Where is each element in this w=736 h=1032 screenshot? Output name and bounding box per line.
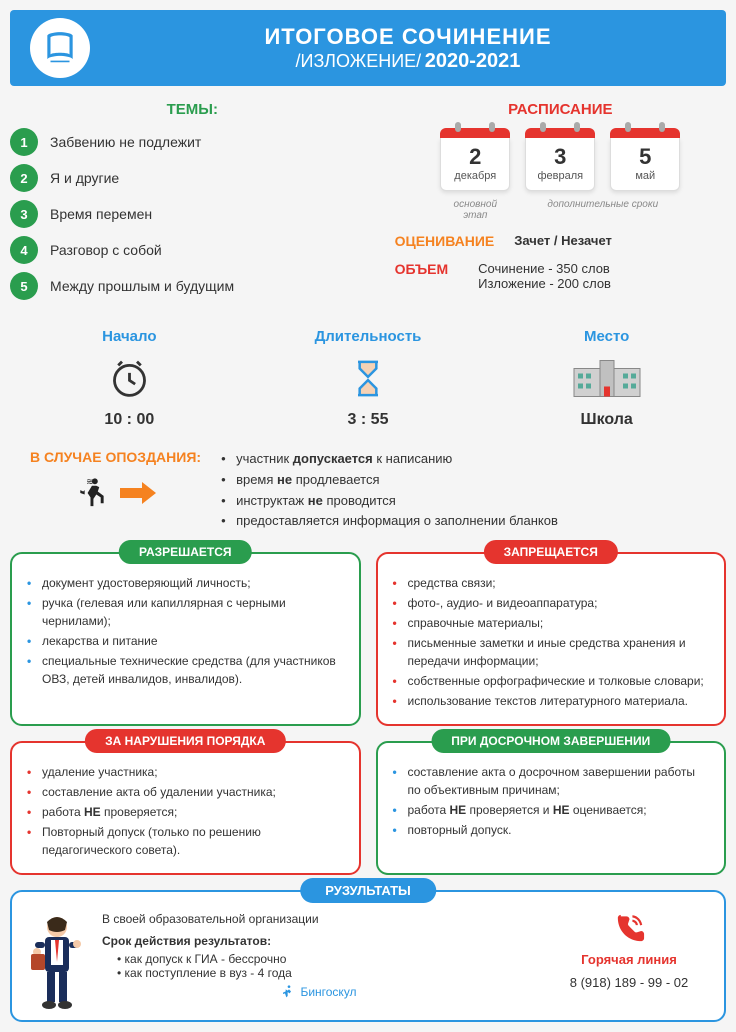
rule-item: ручка (гелевая или капиллярная с черными… (27, 594, 344, 630)
person-icon (27, 912, 87, 1015)
hotline-number: 8 (918) 189 - 99 - 02 (549, 975, 709, 990)
info-start: Начало 10 : 00 (10, 328, 249, 429)
allowed-title: РАЗРЕШАЕТСЯ (119, 540, 252, 564)
validity-item: как поступление в вуз - 4 года (117, 966, 534, 980)
violations-box: ЗА НАРУШЕНИЯ ПОРЯДКА удаление участника;… (10, 741, 361, 875)
late-item: предоставляется информация о заполнении … (221, 511, 706, 532)
volume-value: Сочинение - 350 слов Изложение - 200 сло… (478, 261, 611, 291)
schedule-label: РАСПИСАНИЕ (395, 101, 726, 118)
themes-label: ТЕМЫ: (10, 101, 375, 118)
late-section: В СЛУЧАЕ ОПОЗДАНИЯ: ≋ участник допускает… (10, 449, 726, 532)
theme-item: 5 Между прошлым и будущим (10, 272, 375, 300)
rule-item: составление акта об удалении участника; (27, 783, 344, 801)
schedule-section: РАСПИСАНИЕ 2декабря3февраля5май основной… (395, 101, 726, 308)
allowed-box: РАЗРЕШАЕТСЯ документ удостоверяющий личн… (10, 552, 361, 726)
results-title: РУЗУЛЬТАТЫ (300, 878, 436, 903)
theme-item: 3 Время перемен (10, 200, 375, 228)
theme-text: Разговор с собой (50, 242, 162, 258)
clock-icon (10, 353, 249, 403)
rule-item: письменные заметки и иные средства хране… (393, 634, 710, 670)
theme-text: Время перемен (50, 206, 152, 222)
rule-item: собственные орфографические и толковые с… (393, 672, 710, 690)
header-text: ИТОГОВОЕ СОЧИНЕНИЕ /ИЗЛОЖЕНИЕ/ 2020-2021 (110, 24, 706, 73)
theme-number: 2 (10, 164, 38, 192)
rule-item: документ удостоверяющий личность; (27, 574, 344, 592)
evaluation-value: Зачет / Незачет (514, 233, 612, 248)
forbidden-box: ЗАПРЕЩАЕТСЯ средства связи;фото-, аудио-… (376, 552, 727, 726)
validity-item: как допуск к ГИА - бессрочно (117, 952, 534, 966)
late-item: время не продлевается (221, 470, 706, 491)
rule-item: работа НЕ проверяется и НЕ оценивается; (393, 801, 710, 819)
rule-item: Повторный допуск (только по решению педа… (27, 823, 344, 859)
theme-item: 4 Разговор с собой (10, 236, 375, 264)
theme-number: 4 (10, 236, 38, 264)
theme-text: Я и другие (50, 170, 119, 186)
header-subtitle: /ИЗЛОЖЕНИЕ/ (296, 51, 422, 71)
hourglass-icon (249, 353, 488, 403)
late-item: участник допускается к написанию (221, 449, 706, 470)
info-row: Начало 10 : 00 Длительность 3 : 55 Место… (10, 328, 726, 429)
schedule-note-extra: дополнительные сроки (525, 199, 680, 221)
early-box: ПРИ ДОСРОЧНОМ ЗАВЕРШЕНИИ составление акт… (376, 741, 727, 875)
results-box: РУЗУЛЬТАТЫ В своей образовательной орган… (10, 890, 726, 1022)
running-person-icon: ≋ (73, 473, 108, 516)
schedule-note-main: основной этап (440, 199, 510, 221)
theme-item: 1 Забвению не подлежит (10, 128, 375, 156)
theme-item: 2 Я и другие (10, 164, 375, 192)
results-contact: Горячая линия 8 (918) 189 - 99 - 02 (549, 912, 709, 990)
theme-text: Забвению не подлежит (50, 134, 201, 150)
volume-label: ОБЪЕМ (395, 261, 449, 277)
calendar-card: 2декабря (440, 128, 510, 191)
evaluation-label: ОЦЕНИВАНИЕ (395, 233, 495, 249)
hotline-label: Горячая линия (549, 952, 709, 967)
theme-number: 1 (10, 128, 38, 156)
info-duration: Длительность 3 : 55 (249, 328, 488, 429)
rule-item: справочные материалы; (393, 614, 710, 632)
phone-icon (612, 912, 647, 947)
arrow-right-icon (118, 478, 158, 511)
rule-item: работа НЕ проверяется; (27, 803, 344, 821)
header: ИТОГОВОЕ СОЧИНЕНИЕ /ИЗЛОЖЕНИЕ/ 2020-2021 (10, 10, 726, 86)
rule-item: повторный допуск. (393, 821, 710, 839)
rule-item: использование текстов литературного мате… (393, 692, 710, 710)
rule-item: составление акта о досрочном завершении … (393, 763, 710, 799)
forbidden-title: ЗАПРЕЩАЕТСЯ (484, 540, 618, 564)
rule-item: фото-, аудио- и видеоаппаратура; (393, 594, 710, 612)
rule-item: лекарства и питание (27, 632, 344, 650)
rule-item: специальные технические средства (для уч… (27, 652, 344, 688)
rule-item: средства связи; (393, 574, 710, 592)
footer-brand: Бингоскул (102, 984, 534, 1000)
early-title: ПРИ ДОСРОЧНОМ ЗАВЕРШЕНИИ (431, 729, 670, 753)
late-list: участник допускается к написаниювремя не… (221, 449, 706, 532)
header-year: 2020-2021 (425, 50, 521, 72)
theme-number: 3 (10, 200, 38, 228)
late-item: инструктаж не проводится (221, 491, 706, 512)
school-icon (487, 353, 726, 403)
themes-section: ТЕМЫ: 1 Забвению не подлежит 2 Я и другие 3В… (10, 101, 375, 308)
svg-text:≋: ≋ (86, 476, 93, 486)
theme-text: Между прошлым и будущим (50, 278, 234, 294)
rule-item: удаление участника; (27, 763, 344, 781)
calendar-card: 3февраля (525, 128, 595, 191)
header-title: ИТОГОВОЕ СОЧИНЕНИЕ (110, 24, 706, 50)
violations-title: ЗА НАРУШЕНИЯ ПОРЯДКА (85, 729, 285, 753)
calendar-card: 5май (610, 128, 680, 191)
book-icon (30, 18, 90, 78)
results-content: В своей образовательной организации Срок… (102, 912, 534, 1000)
late-title: В СЛУЧАЕ ОПОЗДАНИЯ: (30, 449, 201, 465)
info-place: Место Школа (487, 328, 726, 429)
validity-label: Срок действия результатов: (102, 934, 534, 948)
theme-number: 5 (10, 272, 38, 300)
